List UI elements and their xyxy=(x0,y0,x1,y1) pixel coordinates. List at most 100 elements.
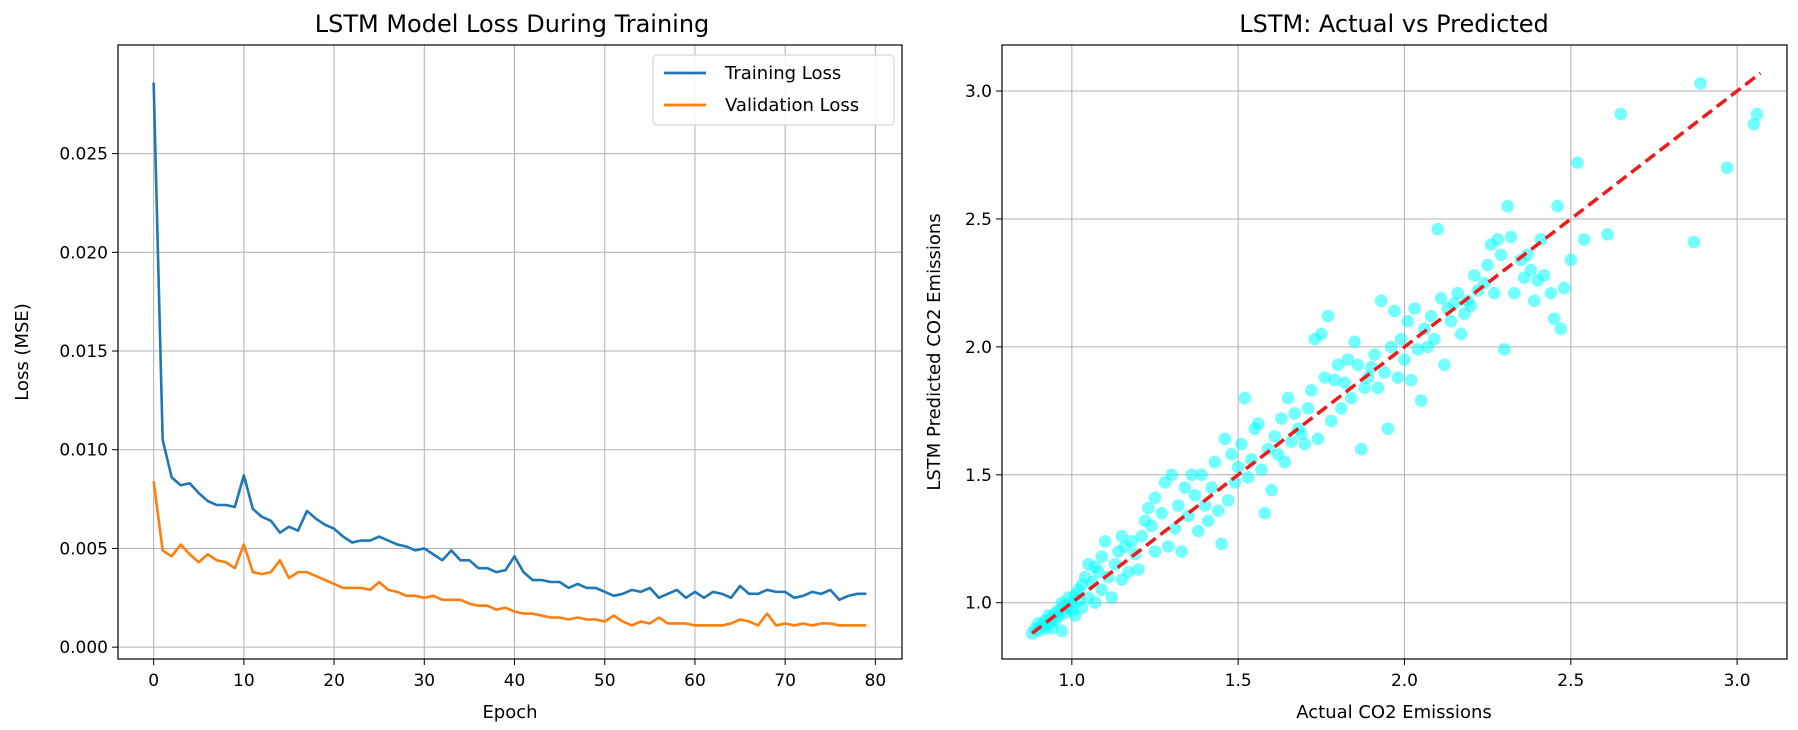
loss-chart-ylabel: Loss (MSE) xyxy=(12,303,33,401)
scatter-point-90 xyxy=(1268,430,1282,443)
loss-chart-y-ticks: 0.000 0.005 0.010 0.015 0.020 0.025 xyxy=(59,145,118,658)
loss-xtick-label-3: 30 xyxy=(413,671,435,691)
loss-xtick-label-2: 20 xyxy=(323,671,345,691)
scatter-ytick-label-3: 2.5 xyxy=(965,210,992,230)
scatter-point-107 xyxy=(1325,414,1338,428)
loss-xtick-label-1: 10 xyxy=(233,671,255,691)
scatter-point-149 xyxy=(1464,299,1478,313)
scatter-point-56 xyxy=(1155,506,1168,520)
scatter-point-81 xyxy=(1238,391,1252,405)
scatter-point-101 xyxy=(1305,384,1318,397)
scatter-point-158 xyxy=(1497,343,1511,356)
scatter-point-159 xyxy=(1501,199,1514,213)
scatter-point-157 xyxy=(1494,248,1508,262)
scatter-point-95 xyxy=(1285,435,1298,448)
scatter-xtick-label-4: 3.0 xyxy=(1724,671,1751,691)
scatter-point-93 xyxy=(1278,455,1292,469)
loss-chart-title: LSTM Model Loss During Training xyxy=(315,10,710,38)
scatter-point-104 xyxy=(1315,327,1328,341)
scatter-point-65 xyxy=(1185,468,1198,482)
scatter-point-178 xyxy=(1601,228,1614,241)
scatter-point-53 xyxy=(1145,519,1158,533)
scatter-point-46 xyxy=(1122,565,1135,579)
scatter-point-175 xyxy=(1564,253,1578,267)
loss-xtick-label-0: 0 xyxy=(148,671,159,691)
scatter-chart-x-ticks: 1.0 1.5 2.0 2.5 3.0 xyxy=(1058,659,1751,691)
scatter-point-111 xyxy=(1338,376,1351,390)
scatter-point-37 xyxy=(1095,583,1109,597)
scatter-xtick-label-2: 2.0 xyxy=(1391,671,1418,691)
scatter-point-49 xyxy=(1132,563,1145,576)
scatter-point-55 xyxy=(1148,545,1162,558)
scatter-point-86 xyxy=(1255,463,1268,476)
scatter-ytick-label-1: 1.5 xyxy=(965,466,992,486)
scatter-point-183 xyxy=(1747,118,1761,131)
scatter-point-169 xyxy=(1537,268,1551,282)
scatter-ytick-label-2: 2.0 xyxy=(965,338,992,358)
scatter-point-177 xyxy=(1577,233,1591,246)
scatter-point-117 xyxy=(1358,381,1371,395)
scatter-point-71 xyxy=(1205,481,1218,494)
scatter-point-77 xyxy=(1225,448,1238,461)
scatter-point-79 xyxy=(1231,460,1245,474)
scatter-point-125 xyxy=(1384,340,1398,354)
scatter-point-89 xyxy=(1265,483,1278,497)
scatter-point-38 xyxy=(1098,535,1112,548)
scatter-point-110 xyxy=(1334,401,1348,415)
scatter-point-181 xyxy=(1694,77,1707,90)
scatter-point-75 xyxy=(1218,432,1232,446)
scatter-point-119 xyxy=(1364,361,1378,374)
scatter-point-118 xyxy=(1361,371,1375,384)
loss-ytick-label-3: 0.015 xyxy=(59,342,108,362)
scatter-point-172 xyxy=(1551,199,1564,213)
scatter-point-85 xyxy=(1251,417,1265,430)
scatter-point-103 xyxy=(1311,432,1325,446)
scatter-point-40 xyxy=(1105,591,1119,604)
scatter-point-109 xyxy=(1331,358,1345,372)
scatter-point-179 xyxy=(1614,107,1627,121)
loss-ytick-label-4: 0.020 xyxy=(59,243,108,263)
scatter-point-144 xyxy=(1448,297,1461,310)
scatter-point-114 xyxy=(1348,335,1361,349)
legend-box xyxy=(652,54,895,126)
scatter-point-68 xyxy=(1195,468,1208,482)
scatter-point-105 xyxy=(1318,371,1331,384)
scatter-point-74 xyxy=(1215,537,1228,551)
scatter-point-138 xyxy=(1428,332,1441,346)
scatter-point-87 xyxy=(1258,506,1272,520)
scatter-point-94 xyxy=(1281,391,1295,405)
scatter-point-122 xyxy=(1374,294,1388,308)
scatter-point-164 xyxy=(1521,248,1534,262)
scatter-point-137 xyxy=(1424,309,1438,323)
scatter-point-15 xyxy=(1055,624,1069,638)
scatter-point-133 xyxy=(1411,343,1425,356)
scatter-point-153 xyxy=(1481,258,1494,272)
loss-xtick-label-4: 40 xyxy=(504,671,526,691)
legend-label-validation-loss: Validation Loss xyxy=(725,95,859,116)
scatter-point-113 xyxy=(1344,391,1358,405)
scatter-point-115 xyxy=(1351,358,1365,372)
scatter-xtick-label-3: 2.5 xyxy=(1557,671,1584,691)
scatter-point-170 xyxy=(1544,286,1558,300)
scatter-point-106 xyxy=(1321,309,1335,323)
scatter-point-47 xyxy=(1125,535,1139,548)
scatter-point-146 xyxy=(1454,327,1468,341)
scatter-point-143 xyxy=(1444,315,1458,328)
loss-xtick-label-6: 60 xyxy=(684,671,706,691)
scatter-point-35 xyxy=(1092,565,1105,579)
loss-chart-xlabel: Epoch xyxy=(482,702,537,723)
scatter-chart-points xyxy=(1025,77,1764,640)
scatter-ytick-label-0: 1.0 xyxy=(965,594,992,614)
scatter-point-43 xyxy=(1115,529,1129,543)
loss-chart-frame xyxy=(117,44,903,660)
legend-label-training-loss: Training Loss xyxy=(724,63,841,84)
scatter-point-126 xyxy=(1388,304,1401,318)
scatter-chart-grid xyxy=(1002,45,1787,659)
scatter-point-131 xyxy=(1404,373,1418,387)
scatter-point-155 xyxy=(1487,286,1501,300)
scatter-point-145 xyxy=(1451,286,1464,300)
scatter-point-166 xyxy=(1527,294,1541,308)
scatter-chart-frame xyxy=(1001,44,1788,660)
scatter-point-69 xyxy=(1198,499,1212,512)
